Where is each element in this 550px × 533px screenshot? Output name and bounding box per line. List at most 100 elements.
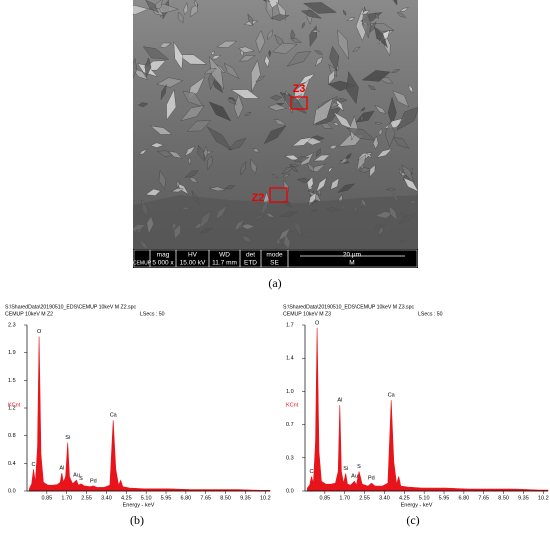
flake (186, 120, 212, 132)
flake (306, 162, 315, 173)
flake (360, 107, 366, 112)
flake (187, 156, 192, 166)
flake (263, 125, 287, 145)
peak-label: Ca (110, 413, 118, 419)
flake (284, 154, 301, 161)
y-tick-label: 0.4 (8, 461, 16, 467)
flake (401, 164, 414, 183)
flake (240, 160, 247, 176)
flake (384, 121, 396, 148)
flake (328, 69, 336, 85)
flake (247, 13, 254, 27)
x-tick-label: 0.85 (42, 495, 53, 501)
x-tick-label: 4.25 (121, 495, 132, 501)
flake (361, 6, 372, 39)
flake (144, 57, 152, 78)
flake (282, 174, 291, 178)
y-tick-label: 0.0 (8, 488, 16, 494)
flake (335, 97, 348, 103)
y-tick-label: 1.7 (286, 322, 294, 328)
flake (332, 122, 340, 126)
flake (376, 148, 393, 158)
y-tick-label: 1.9 (8, 350, 16, 356)
logo: CEMUP (133, 260, 152, 266)
flake (291, 136, 313, 147)
flake (208, 101, 232, 122)
flake (337, 183, 356, 193)
flake (306, 176, 314, 192)
x-tick-label: 3.40 (379, 495, 390, 501)
flake (345, 152, 353, 160)
flake (145, 0, 160, 14)
flake (361, 9, 371, 15)
x-tick-label: 9.35 (240, 495, 251, 501)
flake (369, 21, 377, 33)
x-tick-label: 8.50 (498, 495, 509, 501)
sem-texture (133, 0, 418, 249)
info-value: SE (270, 260, 279, 267)
flake (313, 50, 324, 55)
flake (189, 3, 199, 18)
flake (210, 50, 215, 56)
flake (369, 164, 376, 178)
flake (224, 185, 236, 190)
region-box (290, 96, 308, 110)
flake (396, 107, 418, 131)
peak-label: Si (65, 435, 70, 441)
info-header: HV (188, 252, 198, 259)
flake (355, 110, 375, 123)
flake (378, 127, 383, 137)
flake (264, 55, 270, 68)
flake (361, 22, 370, 26)
flake (211, 54, 222, 60)
flake (329, 45, 340, 72)
flake (197, 144, 205, 162)
info-header: det (246, 252, 255, 259)
flake (288, 163, 300, 167)
peak-label: C (32, 462, 36, 468)
spectrum (307, 327, 549, 492)
flake (267, 29, 273, 41)
flake (182, 90, 204, 108)
x-tick-label: 7.65 (200, 495, 211, 501)
flake (346, 71, 359, 105)
y-tick-label: 1.0 (286, 389, 294, 395)
y-tick-label: 1.5 (8, 378, 16, 384)
info-header: WD (219, 252, 230, 259)
peak-label: O (37, 329, 42, 335)
flake (206, 126, 232, 151)
flake (356, 154, 366, 172)
flake (250, 158, 258, 175)
x-tick-label: 10.2 (538, 495, 549, 501)
x-tick-label: 5.10 (419, 495, 430, 501)
flake (330, 177, 340, 190)
flake (374, 12, 380, 19)
lsecs: LSecs : 50 (418, 311, 443, 317)
spectrum (29, 336, 271, 492)
flake (138, 148, 148, 155)
info-value: 15.00 kV (180, 260, 206, 267)
flake (374, 104, 387, 114)
flake (177, 11, 184, 24)
flake (327, 166, 333, 174)
info-header: mode (266, 252, 283, 259)
x-tick-label: 4.25 (399, 495, 410, 501)
flake (296, 177, 312, 183)
flake (303, 2, 338, 14)
flake (293, 156, 310, 163)
region-label: Z3 (293, 83, 306, 95)
flake (289, 37, 302, 43)
x-tick-label: 1.70 (339, 495, 350, 501)
peak-label: Ca (388, 393, 396, 399)
flake (159, 42, 172, 49)
flake (194, 0, 198, 8)
flake (184, 170, 199, 178)
header-line: CEMUP 10keV M Z3 (283, 311, 331, 317)
flake (336, 64, 340, 72)
flake (230, 89, 260, 99)
x-tick-label: 1.70 (61, 495, 72, 501)
flake (238, 54, 256, 62)
flake (175, 179, 180, 189)
y-axis-label: KCnt (286, 402, 299, 408)
